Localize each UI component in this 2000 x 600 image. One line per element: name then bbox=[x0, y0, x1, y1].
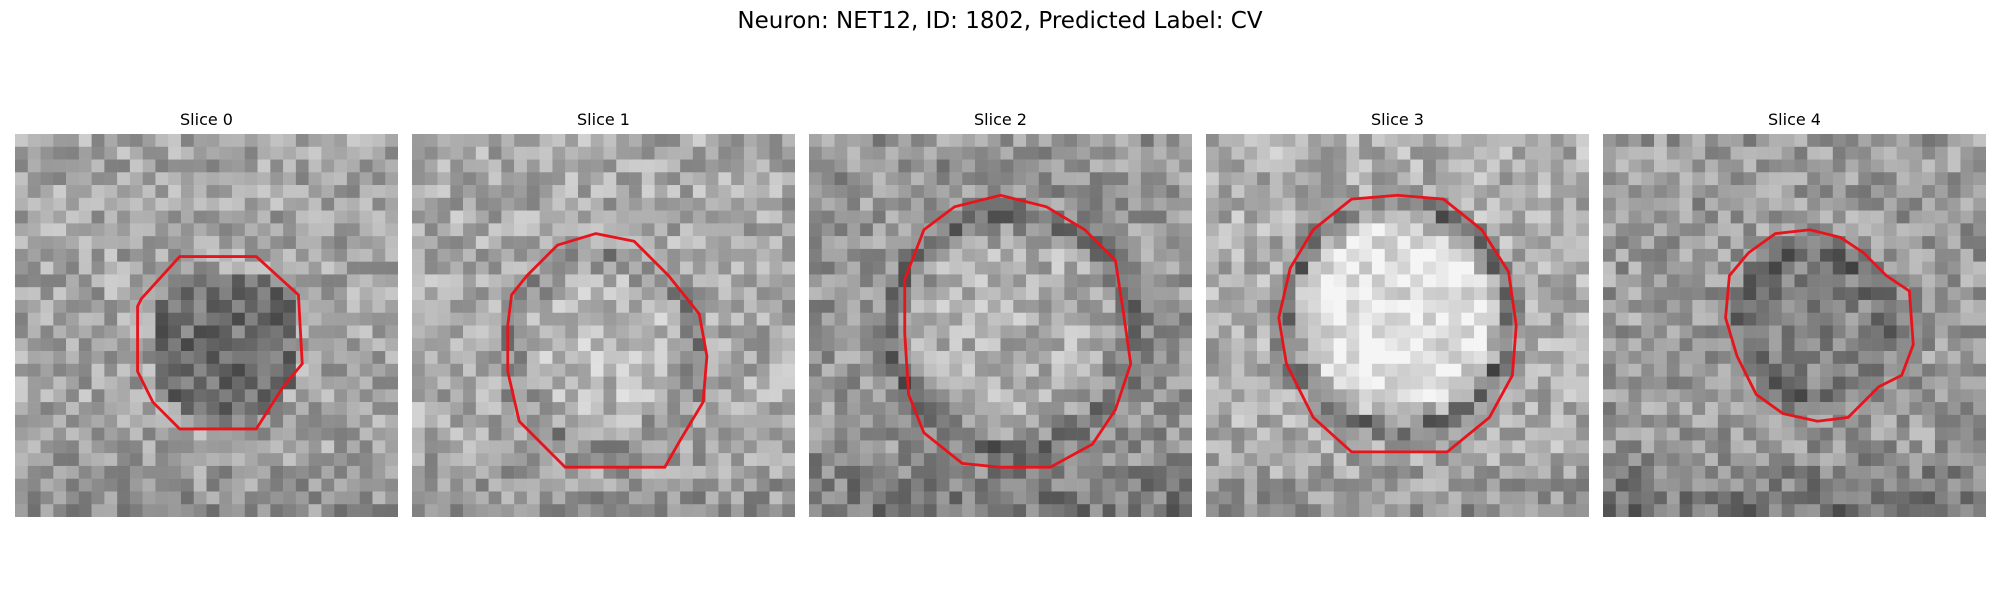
slice-panel-4: Slice 4 bbox=[1603, 110, 1986, 520]
pixel-grid bbox=[1603, 134, 1986, 517]
slice-title: Slice 2 bbox=[974, 110, 1027, 129]
cell-contour bbox=[1724, 228, 1915, 423]
slice-image bbox=[412, 134, 795, 517]
slice-panel-3: Slice 3 bbox=[1206, 110, 1589, 520]
slice-panel-0: Slice 0 bbox=[15, 110, 398, 520]
slice-panel-2: Slice 2 bbox=[809, 110, 1192, 520]
slice-image bbox=[809, 134, 1192, 517]
pixel-grid bbox=[1206, 134, 1589, 517]
slice-title: Slice 0 bbox=[180, 110, 233, 129]
cell-contour bbox=[903, 193, 1133, 469]
slice-title: Slice 1 bbox=[577, 110, 630, 129]
pixel-grid bbox=[15, 134, 398, 517]
slice-image bbox=[1206, 134, 1589, 517]
slice-title: Slice 3 bbox=[1371, 110, 1424, 129]
slice-image bbox=[15, 134, 398, 517]
slice-panel-1: Slice 1 bbox=[412, 110, 795, 520]
figure-title: Neuron: NET12, ID: 1802, Predicted Label… bbox=[737, 8, 1263, 34]
slice-title: Slice 4 bbox=[1768, 110, 1821, 129]
pixel-grid bbox=[809, 134, 1192, 517]
pixel-grid bbox=[412, 134, 795, 517]
cell-contour bbox=[136, 255, 304, 431]
slice-image bbox=[1603, 134, 1986, 517]
cell-contour bbox=[1277, 193, 1518, 454]
cell-contour bbox=[506, 232, 709, 469]
